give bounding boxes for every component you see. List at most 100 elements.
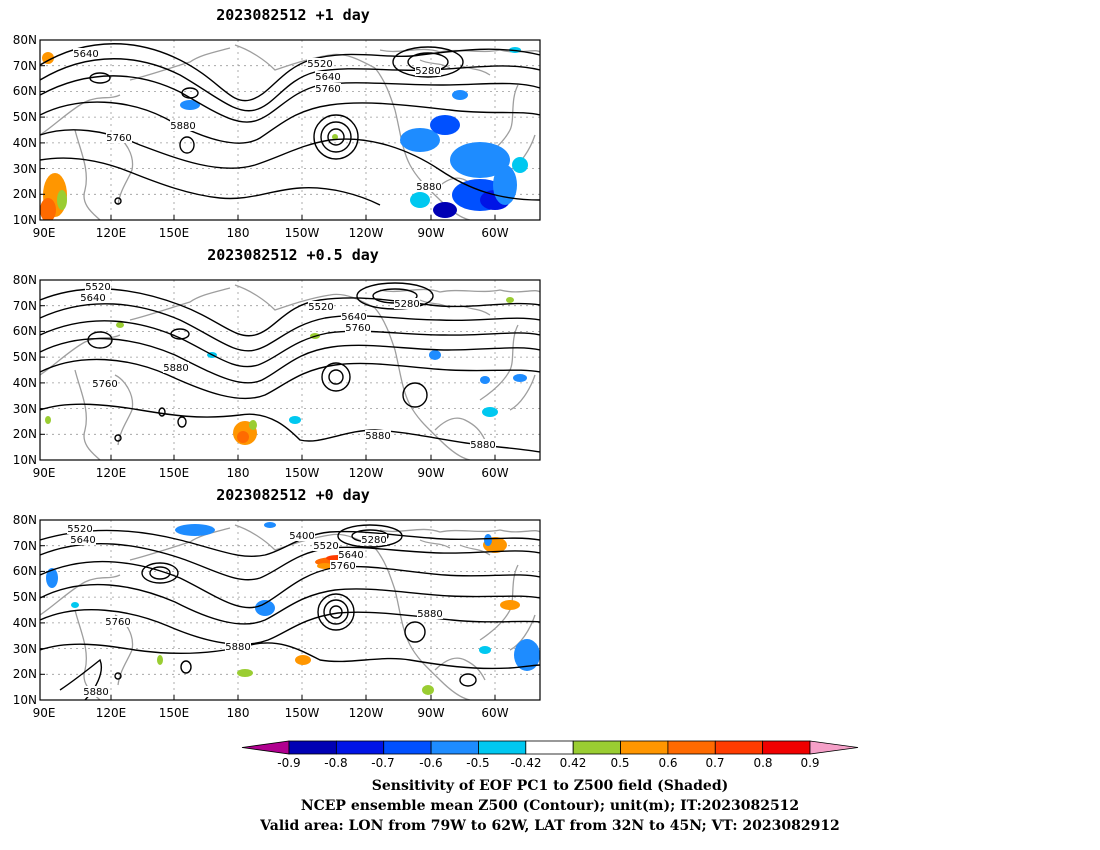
svg-text:120E: 120E — [96, 706, 127, 720]
svg-text:150W: 150W — [285, 466, 320, 480]
colorbar-cell — [525, 740, 574, 755]
colorbar-cell — [383, 740, 432, 755]
colorbar-tick: 0.42 — [560, 756, 587, 770]
svg-text:5520: 5520 — [307, 59, 332, 70]
svg-text:5640: 5640 — [341, 312, 366, 323]
svg-text:50N: 50N — [13, 110, 37, 124]
svg-text:5640: 5640 — [73, 49, 98, 60]
svg-text:5760: 5760 — [315, 84, 340, 95]
svg-text:30N: 30N — [13, 642, 37, 656]
sensitivity-shading — [45, 297, 527, 445]
svg-text:5880: 5880 — [417, 609, 442, 620]
panel-title: 2023082512 +1 day — [216, 6, 370, 24]
svg-text:5760: 5760 — [106, 133, 131, 144]
colorbar-tick: 0.8 — [753, 756, 772, 770]
svg-text:70N: 70N — [13, 299, 37, 313]
svg-text:5880: 5880 — [365, 431, 390, 442]
svg-text:30N: 30N — [13, 402, 37, 416]
z500-contours — [40, 524, 540, 700]
svg-text:10N: 10N — [13, 213, 37, 227]
svg-text:40N: 40N — [13, 616, 37, 630]
svg-text:5280: 5280 — [394, 299, 419, 310]
svg-text:180: 180 — [227, 466, 250, 480]
figure-caption: Sensitivity of EOF PC1 to Z500 field (Sh… — [259, 778, 840, 834]
svg-text:150E: 150E — [159, 706, 190, 720]
contour-labels: 5640 5520 5640 5760 5280 5760 5880 5880 — [73, 48, 442, 193]
svg-text:150W: 150W — [285, 706, 320, 720]
svg-text:5760: 5760 — [330, 561, 355, 572]
svg-text:5520: 5520 — [313, 541, 338, 552]
colorbar-tick: -0.5 — [466, 756, 489, 770]
svg-text:60N: 60N — [13, 84, 37, 98]
colorbar-cell — [430, 740, 479, 755]
svg-text:5760: 5760 — [345, 323, 370, 334]
svg-text:5760: 5760 — [92, 379, 117, 390]
svg-text:150E: 150E — [159, 466, 190, 480]
svg-text:60W: 60W — [481, 466, 508, 480]
lat-labels: 80N 70N 60N 50N 40N 30N 20N 10N — [13, 513, 37, 707]
svg-text:80N: 80N — [13, 33, 37, 47]
svg-text:90E: 90E — [33, 706, 56, 720]
lon-labels: 90E 120E 150E 180 150W 120W 90W 60W — [33, 706, 509, 720]
colorbar-tick: 0.7 — [705, 756, 724, 770]
colorbar-cells — [241, 740, 859, 755]
svg-text:150E: 150E — [159, 226, 190, 240]
svg-text:5640: 5640 — [338, 550, 363, 561]
svg-text:150W: 150W — [285, 226, 320, 240]
svg-text:70N: 70N — [13, 59, 37, 73]
svg-text:70N: 70N — [13, 539, 37, 553]
svg-text:5880: 5880 — [83, 687, 108, 698]
svg-text:5640: 5640 — [315, 72, 340, 83]
caption-line-1: Sensitivity of EOF PC1 to Z500 field (Sh… — [372, 778, 728, 794]
colorbar-tick: -0.42 — [510, 756, 541, 770]
svg-text:30N: 30N — [13, 162, 37, 176]
lat-labels: 80N 70N 60N 50N 40N 30N 20N 10N — [13, 273, 37, 467]
svg-text:5880: 5880 — [416, 182, 441, 193]
svg-text:5640: 5640 — [70, 535, 95, 546]
svg-text:40N: 40N — [13, 376, 37, 390]
panel-title: 2023082512 +0 day — [216, 486, 370, 504]
lon-labels: 90E 120E 150E 180 150W 120W 90W 60W — [33, 226, 509, 240]
svg-text:20N: 20N — [13, 667, 37, 681]
svg-text:90E: 90E — [33, 466, 56, 480]
panel-plus0-day: 2023082512 +0 day — [13, 486, 541, 720]
svg-text:120E: 120E — [96, 226, 127, 240]
colorbar-cell — [714, 740, 764, 755]
svg-text:5520: 5520 — [85, 282, 110, 293]
svg-text:5280: 5280 — [415, 66, 440, 77]
svg-text:5520: 5520 — [308, 302, 333, 313]
svg-text:90W: 90W — [417, 706, 444, 720]
svg-text:90W: 90W — [417, 226, 444, 240]
svg-text:5640: 5640 — [80, 293, 105, 304]
colorbar-tick: 0.5 — [610, 756, 629, 770]
contour-labels: 5520 5640 5520 5280 5640 5760 5880 5760 … — [80, 281, 496, 451]
svg-text:5880: 5880 — [163, 363, 188, 374]
svg-text:120E: 120E — [96, 466, 127, 480]
svg-text:5880: 5880 — [470, 440, 495, 451]
sensitivity-shading — [40, 47, 528, 220]
axis-ticks — [40, 279, 496, 461]
svg-text:80N: 80N — [13, 273, 37, 287]
svg-text:120W: 120W — [349, 226, 384, 240]
colorbar-cell — [288, 740, 337, 755]
lat-labels: 80N 70N 60N 50N 40N 30N 20N 10N — [13, 33, 37, 227]
colorbar-cell — [335, 740, 385, 755]
caption-line-2: NCEP ensemble mean Z500 (Contour); unit(… — [301, 798, 799, 814]
svg-text:5520: 5520 — [67, 524, 92, 535]
z500-contours — [40, 43, 540, 206]
svg-text:40N: 40N — [13, 136, 37, 150]
panel-plus-half-day: 2023082512 +0.5 day — [13, 246, 541, 480]
svg-text:90W: 90W — [417, 466, 444, 480]
colorbar-cell — [620, 740, 669, 755]
colorbar-cell — [478, 740, 527, 755]
svg-text:5400: 5400 — [289, 531, 314, 542]
colorbar-arrow-high — [809, 740, 859, 755]
colorbar-tick: 0.9 — [800, 756, 819, 770]
colorbar-cell — [572, 740, 621, 755]
svg-text:50N: 50N — [13, 590, 37, 604]
svg-text:5760: 5760 — [105, 617, 130, 628]
svg-text:60W: 60W — [481, 706, 508, 720]
svg-text:60N: 60N — [13, 564, 37, 578]
sensitivity-shading — [46, 522, 540, 695]
svg-text:80N: 80N — [13, 513, 37, 527]
